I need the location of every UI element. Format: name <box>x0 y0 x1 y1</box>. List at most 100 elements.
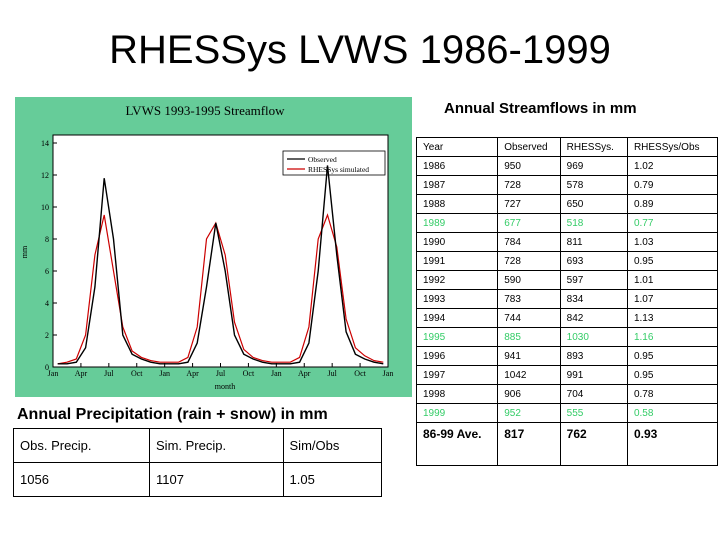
table-cell: 86-99 Ave. <box>415 422 499 466</box>
table-row: 1995 885 1030 1.16 <box>415 327 719 347</box>
y-tick-label: 4 <box>45 299 49 308</box>
observed-series-line <box>57 165 384 365</box>
table-cell: 784 <box>497 232 561 252</box>
table-cell: 555 <box>559 403 628 423</box>
y-tick-label: 6 <box>45 267 49 276</box>
streamflow-table-title: Annual Streamflows in mm <box>444 100 637 117</box>
x-tick-label: Oct <box>354 369 366 378</box>
table-cell: 991 <box>559 365 628 385</box>
table-cell: 1996 <box>415 346 499 366</box>
table-cell: 1988 <box>415 194 499 214</box>
annual-streamflow-table: Year Observed RHESSys. RHESSys/Obs 1986 950 96… <box>415 137 719 466</box>
table-cell: 1994 <box>415 308 499 328</box>
table-cell: 704 <box>559 384 628 404</box>
x-tick-label: Jan <box>383 369 394 378</box>
x-tick-label: Jul <box>216 369 226 378</box>
table-cell: 834 <box>559 289 628 309</box>
table-cell: 941 <box>497 346 561 366</box>
y-tick-label: 12 <box>41 171 49 180</box>
x-tick-label: Jul <box>104 369 114 378</box>
x-tick-label: Jan <box>48 369 59 378</box>
table-cell: 1.16 <box>626 327 719 347</box>
table-cell: 0.95 <box>626 365 719 385</box>
table-header-cell: RHESSys/Obs <box>626 137 719 157</box>
table-cell: 650 <box>559 194 628 214</box>
table-cell: 0.58 <box>626 403 719 423</box>
table-cell: 1987 <box>415 175 499 195</box>
y-axis: 0 2 4 6 8 10 12 14 <box>41 139 57 372</box>
table-cell: 0.89 <box>626 194 719 214</box>
table-cell: 1030 <box>559 327 628 347</box>
table-cell: 1.01 <box>626 270 719 290</box>
table-cell: 817 <box>497 422 561 466</box>
table-cell: 1990 <box>415 232 499 252</box>
table-cell: 590 <box>497 270 561 290</box>
table-cell: 950 <box>497 156 561 176</box>
table-row: 1992 590 597 1.01 <box>415 270 719 290</box>
table-header-cell: RHESSys. <box>559 137 628 157</box>
table-cell: 728 <box>497 175 561 195</box>
table-row: 1986 950 969 1.02 <box>415 156 719 176</box>
table-cell: 1989 <box>415 213 499 233</box>
x-tick-label: Oct <box>243 369 255 378</box>
table-cell: 1056 <box>12 462 151 497</box>
x-tick-label: Apr <box>75 369 88 378</box>
table-header-row: Year Observed RHESSys. RHESSys/Obs <box>415 137 719 157</box>
table-cell: 1042 <box>497 365 561 385</box>
plot-lines <box>57 165 384 365</box>
x-tick-label: Oct <box>131 369 143 378</box>
table-row: 1996 941 893 0.95 <box>415 346 719 366</box>
table-cell: 952 <box>497 403 561 423</box>
y-tick-label: 10 <box>41 203 49 212</box>
table-cell: 0.93 <box>626 422 719 466</box>
table-cell: 1.05 <box>282 462 383 497</box>
table-cell: 518 <box>559 213 628 233</box>
table-row: 1993 783 834 1.07 <box>415 289 719 309</box>
table-cell: 1995 <box>415 327 499 347</box>
slide-title: RHESSys LVWS 1986-1999 <box>109 28 611 72</box>
y-tick-label: 2 <box>45 331 49 340</box>
table-cell: 1997 <box>415 365 499 385</box>
table-cell: 677 <box>497 213 561 233</box>
table-cell: 1991 <box>415 251 499 271</box>
x-tick-label: Jan <box>159 369 170 378</box>
table-header-cell: Sim. Precip. <box>149 428 284 463</box>
chart-y-label: mm <box>20 245 29 258</box>
table-header-cell: Year <box>415 137 499 157</box>
table-row: 1988 727 650 0.89 <box>415 194 719 214</box>
table-cell: 811 <box>559 232 628 252</box>
table-cell: 1.07 <box>626 289 719 309</box>
table-row: 1056 1107 1.05 <box>12 462 383 497</box>
table-row: 1998 906 704 0.78 <box>415 384 719 404</box>
table-row: 1997 1042 991 0.95 <box>415 365 719 385</box>
annual-precipitation-table: Obs. Precip. Sim. Precip. Sim/Obs 1056 1… <box>12 428 383 497</box>
legend-label: RHESSys simulated <box>308 165 369 174</box>
table-cell: 893 <box>559 346 628 366</box>
x-axis: Jan Apr Jul Oct Jan Apr Jul Oct Jan Apr Jul Oct Jan <box>48 363 394 378</box>
table-row: 1994 744 842 1.13 <box>415 308 719 328</box>
table-cell: 0.78 <box>626 384 719 404</box>
table-cell: 0.79 <box>626 175 719 195</box>
x-tick-label: Apr <box>186 369 199 378</box>
table-cell: 1107 <box>149 462 284 497</box>
table-row: 1989 677 518 0.77 <box>415 213 719 233</box>
chart-title: LVWS 1993-1995 Streamflow <box>125 103 285 118</box>
table-cell: 842 <box>559 308 628 328</box>
table-cell: 693 <box>559 251 628 271</box>
precipitation-table-title: Annual Precipitation (rain + snow) in mm <box>17 406 328 423</box>
table-cell: 597 <box>559 270 628 290</box>
table-cell: 1.13 <box>626 308 719 328</box>
table-cell: 885 <box>497 327 561 347</box>
table-cell: 728 <box>497 251 561 271</box>
chart-x-label: month <box>215 382 235 391</box>
x-tick-label: Jan <box>271 369 282 378</box>
table-row: 1987 728 578 0.79 <box>415 175 719 195</box>
x-tick-label: Apr <box>298 369 311 378</box>
table-cell: 783 <box>497 289 561 309</box>
legend-label: Observed <box>308 155 337 164</box>
table-row: 1991 728 693 0.95 <box>415 251 719 271</box>
table-cell: 744 <box>497 308 561 328</box>
table-cell: 0.77 <box>626 213 719 233</box>
x-tick-label: Jul <box>327 369 337 378</box>
table-cell: 762 <box>559 422 628 466</box>
